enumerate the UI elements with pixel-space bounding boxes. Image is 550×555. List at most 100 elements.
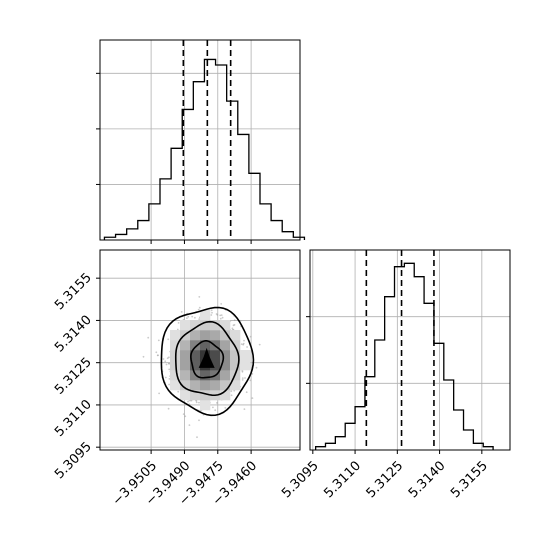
density-panel-density-cell <box>220 380 231 391</box>
hist-y-panel-xtick-label-1: 5.3110 <box>321 458 364 501</box>
density-panel-density-cell <box>180 380 191 391</box>
density-panel-density-cell <box>210 320 221 331</box>
hist-y-panel-bin-11 <box>424 303 434 450</box>
hist-y-panel-histogram-step <box>314 262 494 450</box>
density-panel-point <box>186 317 188 319</box>
density-panel-point <box>164 376 167 379</box>
density-panel-density-cell <box>180 360 191 371</box>
density-panel-ytick-label-2: 5.3125 <box>52 355 95 398</box>
density-panel-density-cell <box>190 380 201 391</box>
density-panel-point <box>198 296 201 298</box>
density-panel-point <box>210 309 213 312</box>
density-panel-density-cell <box>230 380 241 391</box>
density-panel-point <box>180 311 183 313</box>
density-panel-point <box>220 303 223 305</box>
density-panel-point <box>241 379 244 381</box>
density-panel-density-cell <box>210 380 221 391</box>
density-panel-point <box>167 407 170 410</box>
density-panel-point <box>162 358 165 360</box>
density-panel-frame <box>99 249 301 451</box>
hist-x-panel-bin-8 <box>193 82 204 240</box>
density-panel-point <box>142 355 145 358</box>
density-panel-point <box>168 356 170 359</box>
hist-y-panel-xtick-label-4: 5.3155 <box>448 458 491 501</box>
density-panel-density-cell <box>180 390 191 401</box>
hist-y-panel-bin-10 <box>414 277 424 450</box>
hist-y-panel-frame <box>309 249 511 451</box>
hist-y-panel-bin-12 <box>434 343 444 450</box>
hist-y-panel-bin-2 <box>335 437 345 450</box>
hist-x-panel-bin-1 <box>116 234 127 240</box>
density-panel-ytick-label-3: 5.3140 <box>52 313 95 356</box>
density-panel-density-cell <box>230 350 241 361</box>
density-panel-point <box>258 343 261 346</box>
hist-x-panel-bin-3 <box>138 221 149 240</box>
density-panel-point <box>219 317 222 320</box>
density-panel-point <box>177 322 180 324</box>
density-panel-density-cell <box>180 370 191 381</box>
density-panel-density-cell <box>220 370 231 381</box>
density-panel-contour-2 <box>160 306 255 417</box>
density-panel-point <box>245 391 248 394</box>
density-panel-density-cell <box>220 390 231 401</box>
density-panel-point <box>198 318 201 320</box>
density-panel-point <box>249 335 252 338</box>
density-panel-point <box>167 338 170 341</box>
density-panel-point <box>233 319 236 322</box>
density-panel-point <box>164 360 167 363</box>
density-panel-density-cell <box>200 330 211 341</box>
density-panel-point <box>191 315 194 318</box>
hist-x-panel-bin-4 <box>149 204 160 240</box>
density-panel-point <box>147 336 150 339</box>
density-panel-density-cell <box>230 330 241 341</box>
hist-y-panel-bin-14 <box>454 410 464 450</box>
hist-x-panel-bin-14 <box>260 204 271 240</box>
hist-y-panel: 5.3095 5.3110 5.3125 5.3140 5.3155 <box>279 249 511 501</box>
density-panel-contour-0 <box>190 340 225 379</box>
density-panel-point <box>198 401 200 404</box>
density-panel-density-cell <box>180 320 191 331</box>
density-panel-density-cell <box>210 360 221 371</box>
density-panel-density-cell <box>190 360 201 371</box>
density-panel-point <box>241 370 244 373</box>
density-panel-density-cell <box>240 360 251 371</box>
density-panel-density-cell <box>210 350 221 361</box>
density-panel-density-peak <box>198 347 215 368</box>
density-panel-point <box>230 390 233 393</box>
density-panel-density-cell <box>200 310 211 321</box>
density-panel-point <box>224 407 227 409</box>
density-panel-density-cell <box>240 350 251 361</box>
density-panel-density-cell <box>170 370 181 381</box>
density-panel-point <box>240 343 243 345</box>
density-panel-point <box>182 413 185 415</box>
density-panel-point <box>168 378 171 380</box>
density-panel-density-cell <box>230 360 241 371</box>
density-panel-density-cell <box>220 340 231 351</box>
density-panel-density-cell <box>200 390 211 401</box>
hist-y-panel-bin-6 <box>375 340 385 450</box>
hist-y-panel-bin-13 <box>444 380 454 450</box>
density-panel-point <box>211 311 213 314</box>
density-panel-density-cell <box>200 340 211 351</box>
density-panel-density-cell <box>200 380 211 391</box>
density-panel-point <box>231 327 234 330</box>
density-panel-point <box>214 409 217 412</box>
hist-x-panel-bin-6 <box>171 148 182 240</box>
density-panel-point <box>168 362 170 365</box>
hist-x-panel-bin-10 <box>216 65 227 240</box>
density-panel-point <box>195 401 198 404</box>
hist-x-panel-bin-13 <box>249 173 260 240</box>
density-panel-point <box>230 394 233 397</box>
density-panel-point <box>251 373 254 375</box>
density-panel-point <box>210 314 213 316</box>
density-panel-point <box>176 328 179 331</box>
density-panel-density-cell <box>190 340 201 351</box>
density-panel-point <box>168 368 171 371</box>
density-panel-point <box>220 314 223 316</box>
density-panel-point <box>221 316 224 319</box>
density-panel-density-cell <box>170 380 181 391</box>
hist-y-panel-bin-7 <box>385 297 395 450</box>
density-panel-point <box>158 392 161 395</box>
density-panel-density-cell <box>190 350 201 361</box>
